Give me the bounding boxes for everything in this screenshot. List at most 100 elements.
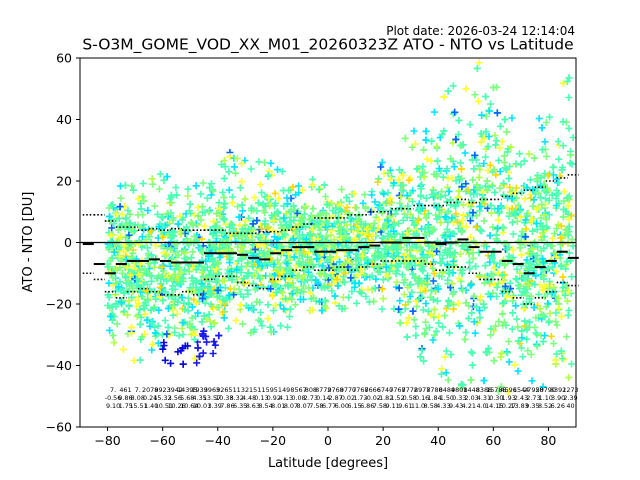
scatter-point — [191, 211, 199, 219]
scatter-point — [268, 290, 276, 298]
chart-title: S-O3M_GOME_VOD_XX_M01_20260323Z ATO - NT… — [82, 36, 573, 55]
scatter-point — [480, 134, 488, 142]
scatter-point — [429, 264, 437, 272]
scatter-point — [444, 87, 452, 95]
scatter-point — [518, 334, 526, 342]
scatter-point — [565, 94, 573, 101]
scatter-point — [404, 202, 412, 210]
scatter-point — [248, 305, 256, 313]
scatter-point — [459, 211, 467, 219]
scatter-point — [459, 201, 467, 209]
scatter-point — [500, 179, 507, 187]
scatter-point — [225, 168, 233, 176]
scatter-point — [457, 159, 464, 167]
scatter-point — [549, 163, 557, 171]
scatter-point — [496, 168, 504, 175]
scatter-point — [410, 127, 418, 135]
scatter-point — [136, 306, 144, 314]
bin-value-label: 7. — [110, 386, 116, 394]
scatter-point — [469, 349, 476, 357]
scatter-point — [148, 175, 156, 183]
scatter-point — [429, 277, 437, 285]
scatter-point — [527, 351, 535, 358]
scatter-point — [421, 330, 429, 338]
scatter-point — [466, 217, 474, 225]
y-tick-label: 0 — [64, 235, 72, 250]
scatter-point — [287, 305, 294, 313]
scatter-point — [493, 231, 501, 239]
scatter-point — [286, 313, 293, 321]
scatter-point — [197, 216, 205, 224]
scatter-point — [553, 321, 561, 329]
scatter-point — [211, 341, 219, 349]
scatter-point — [205, 208, 213, 216]
scatter-point — [184, 185, 192, 193]
scatter-point — [220, 157, 228, 164]
scatter-point — [348, 288, 356, 295]
scatter-point — [374, 178, 382, 186]
scatter-point — [257, 309, 265, 316]
scatter-point — [114, 226, 122, 234]
scatter-point — [422, 214, 430, 222]
scatter-point — [437, 259, 445, 267]
scatter-point — [258, 189, 266, 197]
x-tick-label: 60 — [485, 433, 501, 448]
scatter-point — [519, 353, 527, 361]
scatter-point — [210, 338, 218, 346]
scatter-point — [564, 311, 572, 319]
scatter-point — [419, 306, 427, 314]
scatter-point — [478, 111, 486, 119]
bin-value-label: 5951 — [266, 386, 282, 394]
scatter-point — [467, 348, 475, 356]
scatter-point — [465, 259, 473, 267]
scatter-point — [403, 319, 411, 327]
scatter-point — [455, 116, 463, 124]
scatter-point — [208, 180, 215, 188]
scatter-point — [372, 275, 380, 283]
scatter-point — [457, 165, 465, 173]
scatter-point — [546, 309, 554, 317]
scatter-point — [149, 340, 157, 348]
scatter-point — [466, 121, 474, 129]
scatter-point — [543, 152, 551, 160]
scatter-point — [174, 220, 182, 228]
scatter-point — [441, 353, 449, 361]
scatter-point — [476, 166, 484, 174]
scatter-point — [446, 329, 453, 337]
scatter-point — [495, 156, 503, 164]
scatter-point — [284, 323, 292, 331]
scatter-point — [450, 163, 458, 171]
scatter-point — [108, 224, 116, 232]
scatter-point — [285, 250, 293, 258]
scatter-point — [469, 176, 477, 184]
scatter-point — [267, 159, 275, 167]
scatter-point — [482, 153, 489, 161]
scatter-point — [320, 181, 328, 189]
scatter-point — [568, 273, 576, 281]
scatter-point — [399, 216, 407, 224]
bin-value-label: 49 — [282, 386, 290, 394]
scatter-point — [462, 180, 470, 188]
scatter-point — [449, 82, 457, 90]
scatter-point — [543, 240, 551, 248]
scatter-point — [480, 300, 487, 308]
scatter-point — [436, 251, 444, 259]
scatter-point — [508, 325, 516, 333]
scatter-point — [400, 291, 408, 298]
scatter-point — [526, 176, 534, 184]
scatter-point — [315, 260, 323, 268]
scatter-point — [409, 307, 417, 315]
scatter-point — [378, 234, 386, 242]
scatter-point — [172, 184, 180, 192]
scatter-point — [281, 230, 288, 238]
scatter-point — [136, 356, 144, 364]
scatter-point — [275, 195, 283, 202]
scatter-point — [234, 203, 242, 211]
bin-value-label: 3215 — [241, 386, 257, 394]
scatter-point — [471, 329, 479, 337]
bin-value-label: 7. — [135, 386, 141, 394]
scatter-point — [244, 259, 252, 267]
scatter-point — [286, 218, 294, 226]
scatter-point — [535, 290, 543, 298]
scatter-point — [458, 228, 466, 236]
